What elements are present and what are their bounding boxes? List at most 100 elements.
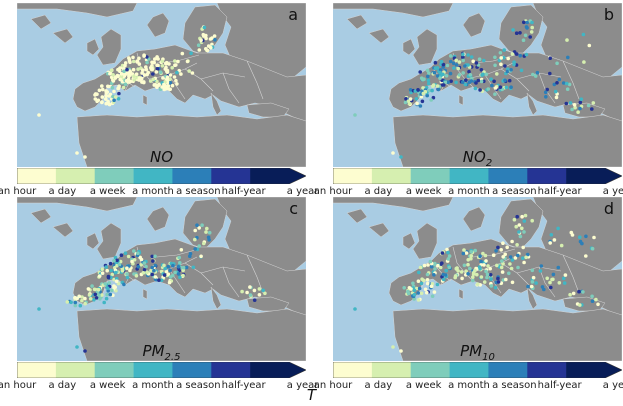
station-dot bbox=[172, 75, 177, 79]
station-dot bbox=[432, 290, 437, 294]
colorbar-segment bbox=[488, 362, 528, 378]
station-dot bbox=[499, 62, 503, 67]
station-dot bbox=[153, 275, 158, 279]
station-dot bbox=[515, 214, 519, 219]
station-dot bbox=[119, 74, 124, 79]
station-dot bbox=[127, 57, 132, 62]
station-dot bbox=[515, 243, 519, 247]
station-dot bbox=[106, 275, 111, 280]
station-dot bbox=[435, 282, 440, 287]
station-dot bbox=[190, 71, 195, 75]
station-dot bbox=[199, 38, 203, 42]
station-dot bbox=[213, 38, 217, 42]
station-dot bbox=[529, 30, 534, 34]
station-dot bbox=[205, 226, 209, 231]
station-dot bbox=[155, 79, 159, 84]
station-dot bbox=[135, 59, 140, 63]
station-dot bbox=[473, 86, 478, 91]
station-dot bbox=[444, 268, 448, 273]
colorbar-segment bbox=[333, 168, 373, 184]
station-dot bbox=[564, 81, 569, 86]
station-dot bbox=[151, 72, 155, 76]
station-dot bbox=[485, 272, 490, 277]
station-dot bbox=[204, 230, 208, 234]
station-dot bbox=[479, 79, 484, 84]
colorbar-segment bbox=[94, 362, 134, 378]
station-dot bbox=[414, 97, 419, 101]
station-dot bbox=[252, 288, 257, 293]
station-dot bbox=[164, 60, 169, 65]
station-dot bbox=[570, 233, 575, 237]
country-border bbox=[246, 254, 264, 294]
land-mass bbox=[210, 92, 222, 116]
station-dot bbox=[466, 63, 470, 67]
colorbar-tick-label: an hour bbox=[313, 186, 353, 197]
station-dot bbox=[105, 268, 109, 273]
station-dot bbox=[117, 91, 121, 96]
station-dot bbox=[439, 59, 444, 64]
station-dot bbox=[466, 272, 470, 276]
station-dot bbox=[109, 268, 113, 273]
colorbar-tick-label: half-year bbox=[537, 186, 582, 197]
station-dot bbox=[196, 43, 201, 47]
station-dot bbox=[257, 287, 262, 291]
station-dot bbox=[154, 70, 159, 74]
colorbar-tick-label: an hour bbox=[313, 380, 353, 391]
station-dot bbox=[525, 20, 529, 25]
station-dot bbox=[510, 52, 515, 56]
station-dot bbox=[510, 280, 515, 285]
station-dot bbox=[132, 74, 136, 78]
station-dot bbox=[427, 71, 431, 75]
station-dot bbox=[448, 54, 453, 58]
station-dot bbox=[433, 261, 437, 266]
station-dot bbox=[202, 241, 206, 246]
station-dot bbox=[531, 72, 535, 77]
station-dot bbox=[86, 287, 91, 291]
land-mass bbox=[72, 44, 306, 124]
station-dot bbox=[184, 265, 189, 270]
station-dot bbox=[110, 85, 115, 90]
station-dot bbox=[461, 71, 465, 75]
station-dot bbox=[581, 32, 586, 37]
station-dot bbox=[499, 265, 504, 270]
country-border bbox=[222, 72, 240, 104]
station-dot bbox=[412, 292, 417, 297]
station-dot bbox=[430, 88, 434, 93]
map-canvas bbox=[17, 197, 306, 361]
station-dot bbox=[554, 95, 559, 100]
land-mass bbox=[96, 28, 122, 66]
station-dot bbox=[153, 254, 157, 259]
colorbar-tick-label: a season bbox=[492, 380, 537, 391]
station-dot bbox=[453, 274, 458, 278]
station-dot bbox=[399, 349, 403, 353]
map-canvas bbox=[333, 197, 622, 361]
land-mass bbox=[146, 12, 170, 38]
station-dot bbox=[212, 34, 217, 38]
station-dot bbox=[145, 60, 149, 65]
station-dot bbox=[503, 252, 507, 257]
station-dot bbox=[561, 81, 566, 85]
station-dot bbox=[568, 101, 573, 105]
station-dot bbox=[119, 253, 124, 257]
land-mass bbox=[17, 197, 138, 212]
station-dot bbox=[136, 67, 140, 71]
station-dot bbox=[155, 66, 160, 71]
station-dot bbox=[123, 63, 127, 68]
station-dot bbox=[391, 345, 395, 349]
station-dot bbox=[175, 70, 179, 75]
station-dot bbox=[202, 25, 207, 30]
country-border bbox=[452, 246, 474, 282]
station-dot bbox=[207, 230, 212, 235]
station-dot bbox=[493, 55, 497, 60]
station-dot bbox=[145, 270, 149, 275]
station-dot bbox=[137, 78, 141, 82]
station-dot bbox=[180, 51, 185, 56]
station-dot bbox=[209, 45, 213, 50]
station-dot bbox=[489, 77, 493, 81]
station-dot bbox=[447, 265, 452, 270]
land-mass bbox=[412, 28, 438, 66]
station-dot bbox=[106, 99, 110, 104]
station-dot bbox=[123, 61, 128, 65]
station-dot bbox=[420, 99, 425, 104]
colorbar-segment bbox=[449, 362, 489, 378]
